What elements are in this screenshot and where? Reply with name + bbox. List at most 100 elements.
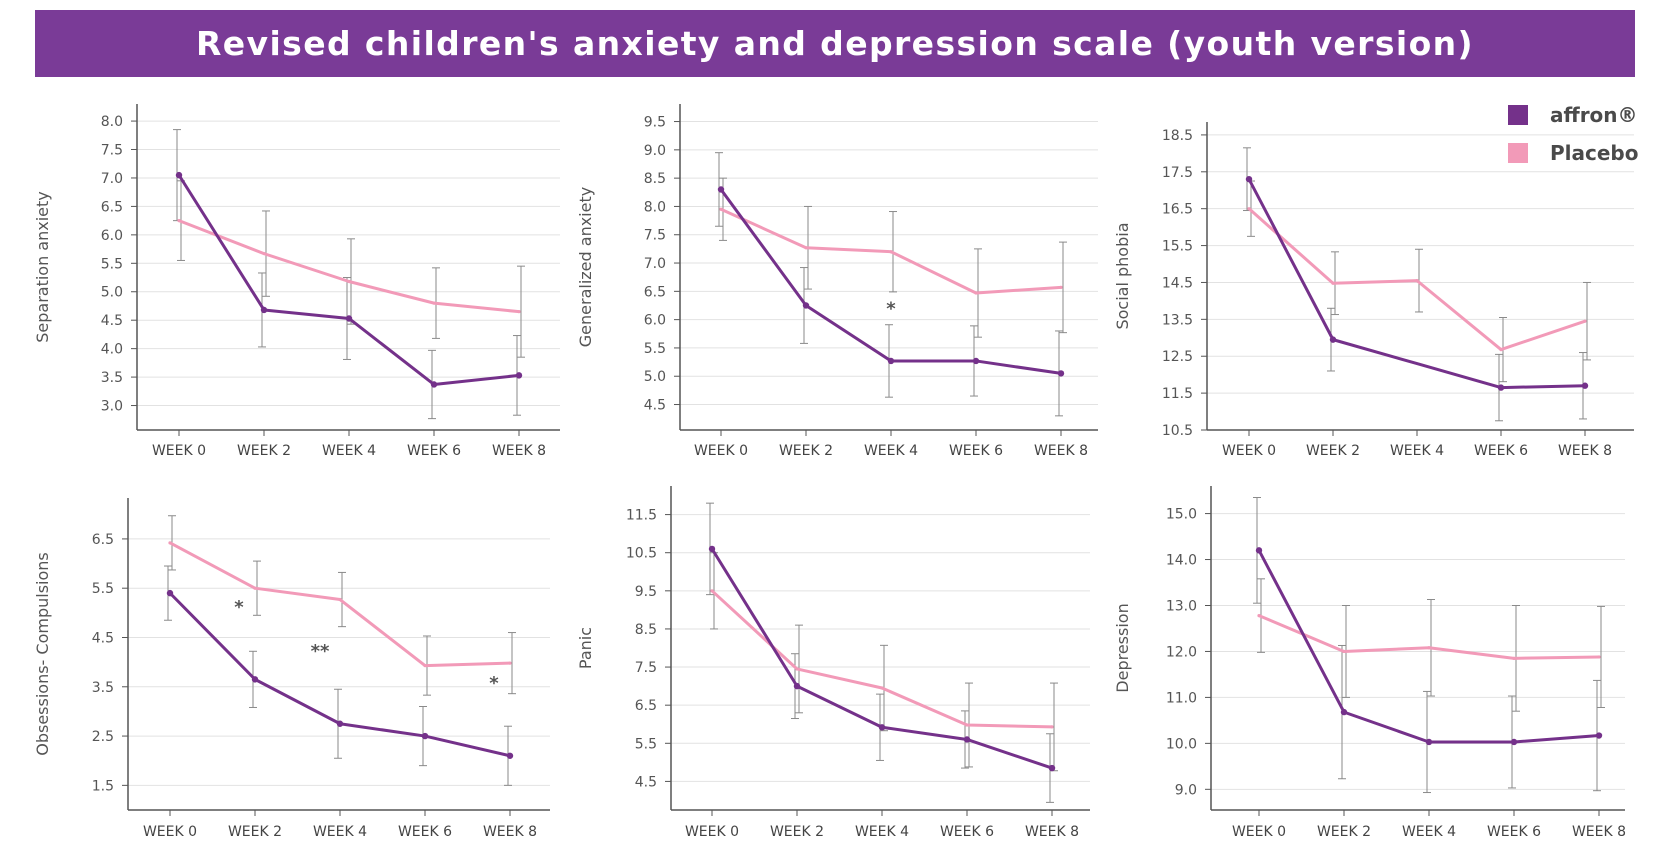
- y-tick-label: 4.5: [101, 313, 123, 329]
- x-tick-label: WEEK 4: [1402, 824, 1456, 840]
- y-axis-title: Separation anxiety: [33, 191, 52, 343]
- series-line-placebo: [178, 219, 520, 314]
- y-axis-title: Obsessions- Compulsions: [33, 552, 52, 756]
- data-point-affron: [1510, 738, 1518, 746]
- data-point-affron: [1581, 382, 1589, 389]
- data-point-affron: [260, 306, 268, 314]
- y-tick-label: 7.0: [101, 171, 123, 187]
- legend-label-affron: affron®: [1550, 103, 1638, 127]
- data-point-affron: [1425, 738, 1433, 746]
- y-tick-label: 17.5: [1162, 165, 1193, 181]
- x-tick-label: WEEK 2: [1306, 443, 1360, 459]
- x-tick-label: WEEK 8: [1025, 824, 1079, 840]
- legend: affron® Placebo: [1508, 96, 1639, 172]
- chart-title: Revised children's anxiety and depressio…: [195, 24, 1475, 63]
- significance-marker: **: [311, 641, 330, 662]
- data-point-affron: [1255, 547, 1263, 554]
- y-tick-label: 6.0: [101, 228, 123, 244]
- x-tick-label: WEEK 8: [1572, 824, 1626, 840]
- data-point-affron: [793, 682, 801, 690]
- data-point-affron: [1497, 384, 1505, 391]
- data-point-placebo: [262, 252, 266, 256]
- chart-panel-4: 6.5 5.5 4.5 3.5 2.5 1.5 WEEK 0 WEEK 2 WEEK 4 WEEK…: [33, 498, 550, 840]
- data-point-affron: [506, 752, 514, 759]
- y-tick-label: 6.5: [101, 199, 123, 215]
- data-point-affron: [345, 315, 353, 322]
- y-tick-label: 5.5: [101, 256, 123, 272]
- x-tick-label: WEEK 0: [1222, 443, 1276, 459]
- y-tick-label: 8.5: [635, 622, 657, 638]
- legend-swatch-affron: [1508, 105, 1528, 125]
- y-tick-label: 11.5: [626, 508, 657, 524]
- data-point-placebo: [889, 250, 893, 254]
- data-point-affron: [717, 186, 725, 193]
- x-tick-label: WEEK 4: [864, 443, 918, 459]
- x-tick-label: WEEK 0: [143, 824, 197, 840]
- legend-item-placebo: Placebo: [1508, 134, 1639, 172]
- data-point-affron: [963, 736, 971, 743]
- x-tick-label: WEEK 6: [398, 824, 452, 840]
- data-point-placebo: [517, 310, 521, 314]
- data-point-placebo: [1499, 347, 1503, 352]
- data-point-placebo: [338, 597, 342, 602]
- data-point-placebo: [1597, 655, 1601, 659]
- data-point-placebo: [804, 246, 808, 250]
- data-point-placebo: [347, 279, 351, 284]
- x-tick-label: WEEK 0: [694, 443, 748, 459]
- y-tick-label: 11.5: [1162, 386, 1193, 402]
- legend-swatch-placebo: [1508, 143, 1528, 163]
- y-tick-label: 5.5: [635, 736, 657, 752]
- y-tick-label: 16.5: [1162, 202, 1193, 218]
- data-point-affron: [708, 545, 716, 553]
- data-point-affron: [1057, 370, 1065, 377]
- y-tick-label: 12.0: [1166, 644, 1197, 660]
- data-point-placebo: [1059, 285, 1063, 289]
- legend-item-affron: affron®: [1508, 96, 1639, 134]
- data-point-placebo: [1427, 646, 1431, 650]
- x-tick-label: WEEK 6: [949, 443, 1003, 459]
- x-tick-label: WEEK 8: [492, 443, 546, 459]
- series-line-placebo: [710, 589, 1053, 729]
- x-tick-label: WEEK 0: [1232, 824, 1286, 840]
- chart-panel-3: 18.5 17.5 16.5 15.5 14.5 13.5 12.5 11.5 10.5 WEEK…: [1113, 122, 1634, 459]
- data-point-affron: [166, 589, 174, 597]
- x-tick-label: WEEK 6: [407, 443, 461, 459]
- y-tick-label: 6.5: [92, 532, 114, 548]
- y-axis-title: Depression: [1113, 603, 1132, 692]
- data-point-affron: [972, 357, 980, 365]
- chart-panel-6: 15.0 14.0 13.0 12.0 11.0 10.0 9.0 WEEK 0 WEEK 2 W…: [1113, 486, 1626, 840]
- y-tick-label: 9.0: [1175, 782, 1197, 798]
- significance-marker: *: [886, 299, 896, 320]
- y-tick-label: 6.0: [644, 313, 666, 329]
- y-tick-label: 14.5: [1162, 275, 1193, 291]
- data-point-placebo: [1247, 207, 1251, 211]
- y-tick-label: 8.5: [644, 171, 666, 187]
- data-point-affron: [1048, 764, 1056, 772]
- x-tick-label: WEEK 0: [685, 824, 739, 840]
- data-point-affron: [336, 720, 344, 727]
- y-axis-title: Social phobia: [1113, 222, 1132, 329]
- y-tick-label: 10.5: [1162, 423, 1193, 439]
- y-tick-label: 15.5: [1162, 239, 1193, 255]
- data-point-placebo: [1050, 725, 1054, 729]
- y-tick-label: 5.5: [644, 341, 666, 357]
- y-tick-label: 10.5: [626, 546, 657, 562]
- y-tick-label: 3.5: [92, 680, 114, 696]
- data-point-placebo: [1342, 649, 1346, 654]
- chart-panel-5: 11.5 10.5 9.5 8.5 7.5 6.5 5.5 4.5 WEEK 0 WEEK 2 WE…: [576, 486, 1090, 840]
- data-point-affron: [1329, 336, 1337, 343]
- data-point-placebo: [423, 663, 427, 668]
- x-tick-label: WEEK 4: [322, 443, 376, 459]
- series-line-placebo: [169, 541, 511, 668]
- data-point-placebo: [1512, 656, 1516, 660]
- y-tick-label: 14.0: [1166, 553, 1197, 569]
- data-point-affron: [1340, 708, 1348, 716]
- x-tick-label: WEEK 8: [483, 824, 537, 840]
- data-point-affron: [515, 372, 523, 379]
- legend-label-placebo: Placebo: [1550, 141, 1639, 165]
- significance-marker: *: [489, 673, 499, 694]
- data-point-placebo: [508, 661, 512, 665]
- data-point-placebo: [710, 589, 714, 593]
- y-tick-label: 13.5: [1162, 312, 1193, 328]
